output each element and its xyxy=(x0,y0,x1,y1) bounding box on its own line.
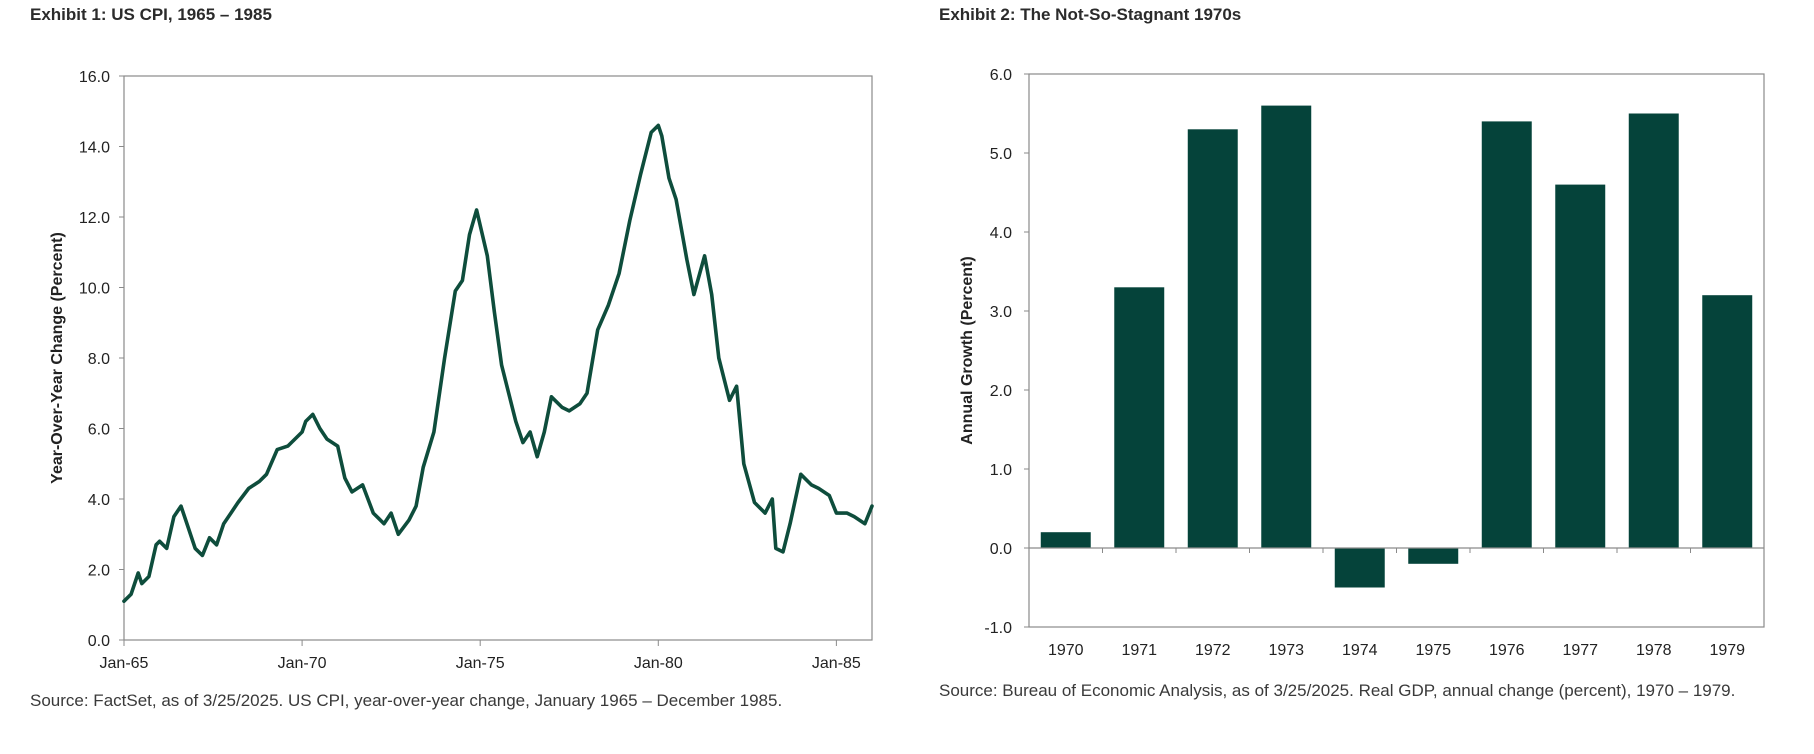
cpi-line-chart: 0.0 2.0 4.0 6.0 8.0 10.0 12.0 14.0 16.0 Jan-65 Jan… xyxy=(49,69,874,672)
y-tick-label: 6.0 xyxy=(990,67,1012,84)
y-tick-label: 12.0 xyxy=(79,210,110,227)
x-tick-label: 1970 xyxy=(1048,642,1084,659)
y-tick-label: 2.0 xyxy=(990,383,1012,400)
x-tick-label: Jan-75 xyxy=(456,655,505,672)
bar-1971 xyxy=(1114,287,1165,548)
bar-1974 xyxy=(1334,548,1385,588)
y-tick-label: 8.0 xyxy=(88,351,110,368)
y-tick-label: 14.0 xyxy=(79,140,110,157)
x-tick-label: 1977 xyxy=(1562,642,1598,659)
y-tick-label: 16.0 xyxy=(79,69,110,86)
x-tick-label: 1973 xyxy=(1268,642,1304,659)
bar-1977 xyxy=(1555,184,1606,548)
plot-frame xyxy=(1028,73,1765,628)
bar-1979 xyxy=(1702,295,1753,548)
y-tick-label: 0.0 xyxy=(88,633,110,650)
x-tick-label: 1974 xyxy=(1342,642,1378,659)
y-tick-label: 1.0 xyxy=(990,462,1012,479)
x-tick-label: 1971 xyxy=(1121,642,1157,659)
y-tick-label: 0.0 xyxy=(990,541,1012,558)
x-tick-label: 1972 xyxy=(1195,642,1231,659)
exhibit-2-source: Source: Bureau of Economic Analysis, as … xyxy=(939,681,1736,700)
y-tick-label: 10.0 xyxy=(79,281,110,298)
bar-1973 xyxy=(1261,105,1312,548)
y-tick-label: 4.0 xyxy=(990,225,1012,242)
cpi-series-line xyxy=(122,123,874,604)
x-tick-label: Jan-85 xyxy=(812,655,861,672)
x-tick-label: Jan-70 xyxy=(278,655,327,672)
exhibit-1-title: Exhibit 1: US CPI, 1965 – 1985 xyxy=(30,5,272,24)
x-tick-label: 1976 xyxy=(1489,642,1525,659)
bar-1978 xyxy=(1628,113,1679,548)
y-tick-label: 3.0 xyxy=(990,304,1012,321)
y-tick-label: 2.0 xyxy=(88,563,110,580)
y-tick-label: -1.0 xyxy=(984,620,1012,637)
y-axis-label: Annual Growth (Percent) xyxy=(959,256,976,444)
y-tick-label: 4.0 xyxy=(88,492,110,509)
x-tick-label: Jan-80 xyxy=(634,655,683,672)
bar-1970 xyxy=(1040,532,1091,548)
exhibit-2-title: Exhibit 2: The Not-So-Stagnant 1970s xyxy=(939,5,1242,24)
exhibit-1-source: Source: FactSet, as of 3/25/2025. US CPI… xyxy=(30,691,783,710)
y-axis-label: Year-Over-Year Change (Percent) xyxy=(49,232,66,484)
bar-1972 xyxy=(1187,129,1238,549)
x-tick-label: 1975 xyxy=(1415,642,1451,659)
bar-1976 xyxy=(1481,121,1532,549)
x-tick-label: 1978 xyxy=(1636,642,1672,659)
y-tick-label: 6.0 xyxy=(88,422,110,439)
x-tick-label: Jan-65 xyxy=(100,655,149,672)
bar-1975 xyxy=(1408,548,1459,564)
x-tick-label: 1979 xyxy=(1709,642,1745,659)
y-tick-label: 5.0 xyxy=(990,146,1012,163)
